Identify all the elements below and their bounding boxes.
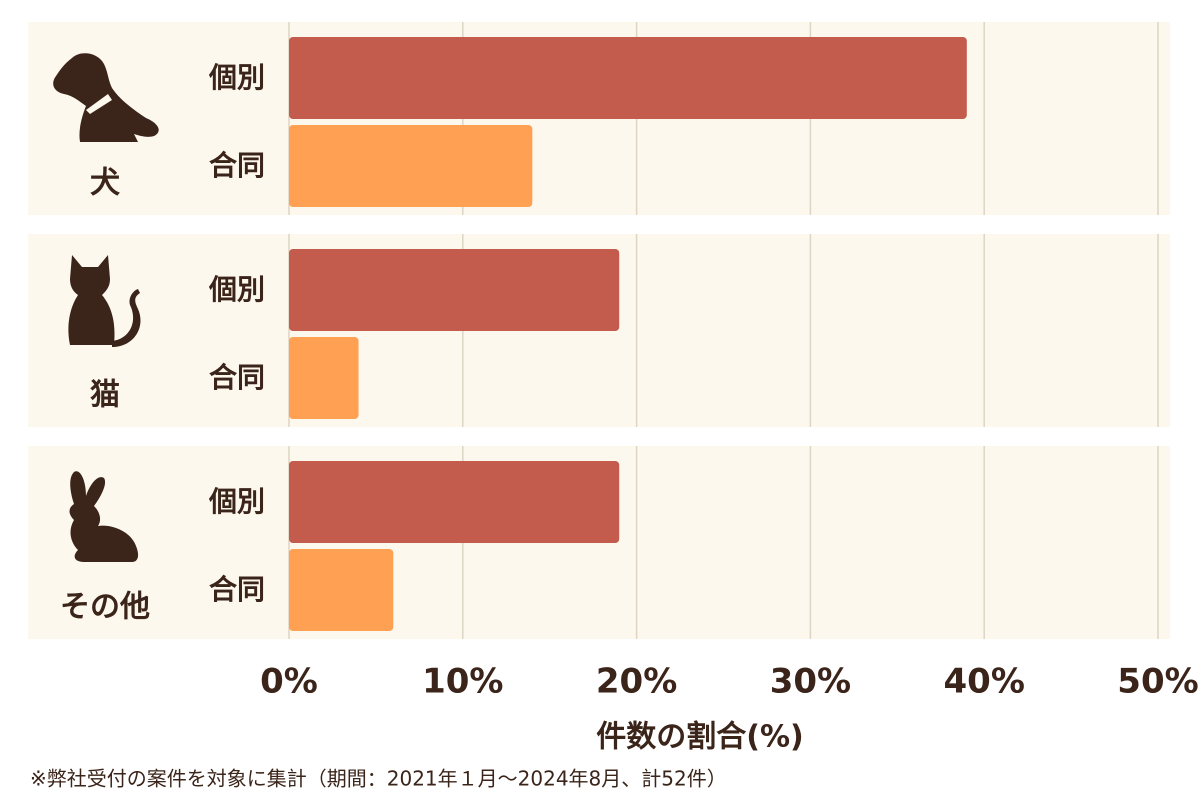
x-axis-label: 件数の割合(%)	[596, 720, 803, 755]
x-tick-label: 0%	[260, 662, 318, 702]
x-tick-label: 20%	[596, 662, 677, 702]
bar	[289, 337, 359, 419]
rabbit-icon	[69, 471, 139, 562]
series-label: 合同	[209, 573, 265, 606]
series-label: 個別	[208, 273, 265, 306]
bar	[289, 37, 967, 119]
bar	[289, 549, 394, 631]
x-tick-label: 40%	[944, 662, 1025, 702]
footnote: ※弊社受付の案件を対象に集計（期間：2021年１月〜2024年8月、計52件）	[30, 767, 727, 791]
bar	[289, 249, 620, 331]
series-label: 個別	[208, 61, 265, 94]
x-tick-label: 10%	[422, 662, 503, 702]
dog-icon	[53, 53, 159, 143]
category-label: 猫	[90, 378, 120, 413]
series-label: 合同	[209, 361, 265, 394]
category-label: 犬	[90, 166, 120, 201]
category-label: その他	[60, 590, 150, 625]
bar	[289, 125, 533, 207]
cat-icon	[68, 255, 141, 347]
x-tick-label: 30%	[770, 662, 851, 702]
x-tick-label: 50%	[1117, 662, 1198, 702]
series-label: 合同	[209, 149, 265, 182]
bar	[289, 461, 620, 543]
series-label: 個別	[208, 485, 265, 518]
